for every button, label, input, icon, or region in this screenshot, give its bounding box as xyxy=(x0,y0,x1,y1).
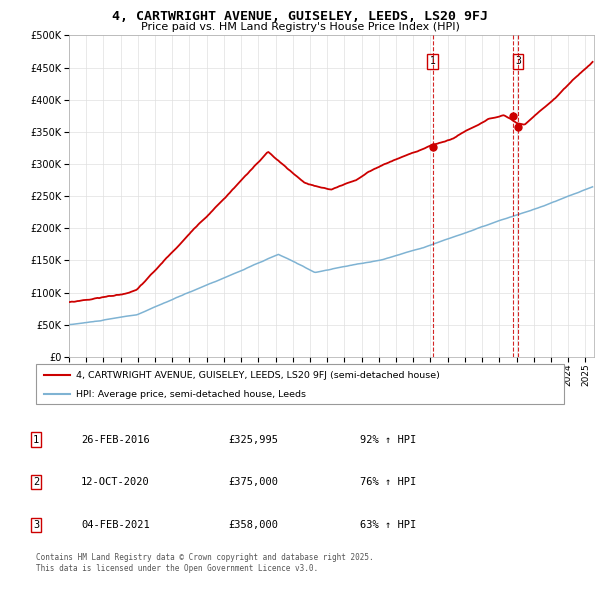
Text: 04-FEB-2021: 04-FEB-2021 xyxy=(81,520,150,530)
Text: 12-OCT-2020: 12-OCT-2020 xyxy=(81,477,150,487)
Text: 4, CARTWRIGHT AVENUE, GUISELEY, LEEDS, LS20 9FJ: 4, CARTWRIGHT AVENUE, GUISELEY, LEEDS, L… xyxy=(112,10,488,23)
Text: 26-FEB-2016: 26-FEB-2016 xyxy=(81,435,150,444)
Text: 1: 1 xyxy=(430,56,436,66)
Text: 1: 1 xyxy=(33,435,39,444)
Text: 3: 3 xyxy=(33,520,39,530)
Text: 3: 3 xyxy=(515,56,521,66)
Text: 2: 2 xyxy=(33,477,39,487)
Text: £375,000: £375,000 xyxy=(228,477,278,487)
Text: Price paid vs. HM Land Registry's House Price Index (HPI): Price paid vs. HM Land Registry's House … xyxy=(140,22,460,32)
Text: 76% ↑ HPI: 76% ↑ HPI xyxy=(360,477,416,487)
Text: 4, CARTWRIGHT AVENUE, GUISELEY, LEEDS, LS20 9FJ (semi-detached house): 4, CARTWRIGHT AVENUE, GUISELEY, LEEDS, L… xyxy=(76,371,439,380)
Text: Contains HM Land Registry data © Crown copyright and database right 2025.: Contains HM Land Registry data © Crown c… xyxy=(36,553,374,562)
Text: £358,000: £358,000 xyxy=(228,520,278,530)
Text: 63% ↑ HPI: 63% ↑ HPI xyxy=(360,520,416,530)
Text: 92% ↑ HPI: 92% ↑ HPI xyxy=(360,435,416,444)
Text: £325,995: £325,995 xyxy=(228,435,278,444)
Text: HPI: Average price, semi-detached house, Leeds: HPI: Average price, semi-detached house,… xyxy=(76,389,305,399)
Text: This data is licensed under the Open Government Licence v3.0.: This data is licensed under the Open Gov… xyxy=(36,565,318,573)
